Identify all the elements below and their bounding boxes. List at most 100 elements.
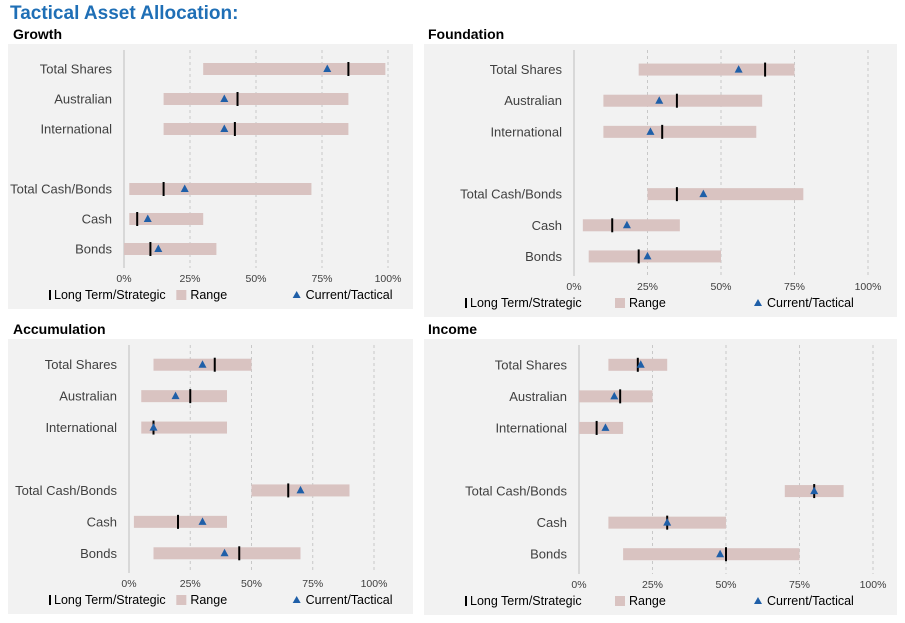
- category-label: Total Cash/Bonds: [460, 187, 562, 202]
- range-bar: [647, 188, 804, 201]
- chart-title-growth: Growth: [13, 26, 62, 42]
- x-tick-label: 75%: [784, 281, 805, 293]
- chart-growth: Total Shares Australian International Total…: [10, 50, 402, 302]
- range-bar: [582, 219, 680, 232]
- range-bar: [638, 63, 795, 76]
- tactical-marker: [171, 391, 180, 400]
- chart-income: Total Shares Australian International Total…: [465, 345, 887, 608]
- category-label: Bonds: [525, 249, 562, 264]
- legend-range-label: Range: [629, 296, 666, 310]
- category-label: Australian: [504, 93, 562, 108]
- tactical-marker: [220, 94, 229, 102]
- category-label: Total Shares: [40, 62, 113, 77]
- range-bar: [124, 243, 217, 255]
- tactical-marker: [154, 244, 163, 252]
- legend-tactical-swatch: [292, 596, 301, 603]
- tactical-marker: [149, 423, 158, 431]
- category-label: Australian: [509, 389, 567, 404]
- x-tick-label: 50%: [710, 281, 731, 293]
- category-label: Total Cash/Bonds: [15, 483, 117, 498]
- range-bar: [603, 94, 763, 107]
- legend-strategic-label: Long Term/Strategic: [54, 593, 166, 607]
- x-tick-label: 75%: [302, 578, 323, 590]
- category-label: Total Shares: [490, 62, 563, 77]
- x-tick-label: 75%: [311, 273, 332, 285]
- tactical-marker: [699, 189, 708, 198]
- x-tick-label: 100%: [375, 273, 402, 285]
- category-label: Cash: [82, 212, 112, 227]
- category-label: International: [45, 420, 117, 435]
- legend-strategic-label: Long Term/Strategic: [54, 288, 166, 302]
- range-bar: [203, 63, 386, 75]
- chart-panel-accumulation: Total Shares Australian International Total…: [8, 339, 413, 614]
- legend-tactical-swatch: [292, 291, 301, 298]
- tactical-marker: [655, 96, 664, 104]
- x-tick-label: 25%: [642, 579, 663, 591]
- range-bar: [163, 123, 349, 135]
- x-tick-label: 50%: [715, 579, 736, 591]
- tactical-marker: [323, 64, 332, 72]
- chart-panel-income: Total Shares Australian International Total…: [424, 339, 897, 615]
- category-label: Australian: [59, 389, 117, 404]
- page-title: Tactical Asset Allocation:: [10, 3, 239, 24]
- legend-range-swatch: [176, 290, 187, 300]
- chart-accumulation: Total Shares Australian International Total…: [15, 345, 393, 607]
- tactical-marker: [663, 518, 672, 526]
- legend-range-label: Range: [629, 594, 666, 608]
- tactical-marker: [296, 485, 305, 494]
- tactical-marker: [810, 486, 819, 495]
- x-tick-label: 100%: [855, 281, 882, 293]
- chart-foundation: Total Shares Australian International Total…: [460, 50, 882, 310]
- tactical-marker: [646, 127, 655, 135]
- category-label: International: [40, 122, 112, 137]
- category-label: Total Shares: [45, 357, 118, 372]
- x-tick-label: 0%: [566, 281, 581, 293]
- category-label: Cash: [87, 514, 117, 529]
- category-label: Bonds: [75, 242, 112, 257]
- range-bar: [623, 548, 800, 561]
- tactical-marker: [734, 65, 743, 73]
- tactical-marker: [180, 184, 189, 192]
- legend-range-swatch: [176, 595, 187, 605]
- category-label: Bonds: [80, 546, 117, 561]
- tactical-marker: [198, 517, 207, 525]
- range-bar: [129, 183, 312, 195]
- range-bar: [141, 421, 227, 434]
- legend-tactical-label: Current/Tactical: [306, 593, 393, 607]
- x-tick-label: 100%: [361, 578, 388, 590]
- legend-tactical-label: Current/Tactical: [767, 594, 854, 608]
- x-tick-label: 50%: [245, 273, 266, 285]
- category-label: Australian: [54, 92, 112, 107]
- legend-range-label: Range: [190, 593, 227, 607]
- category-label: International: [495, 420, 567, 435]
- legend-tactical-swatch: [754, 299, 762, 306]
- x-tick-label: 100%: [860, 579, 887, 591]
- tactical-marker: [220, 548, 229, 557]
- category-label: Cash: [537, 515, 567, 530]
- range-bar: [579, 421, 624, 434]
- chart-title-accumulation: Accumulation: [13, 321, 106, 337]
- tactical-marker: [636, 360, 645, 368]
- x-tick-label: 0%: [571, 579, 586, 591]
- chart-title-foundation: Foundation: [428, 26, 505, 42]
- x-tick-label: 25%: [180, 578, 201, 590]
- chart-title-income: Income: [428, 321, 478, 337]
- range-bar: [163, 93, 349, 105]
- category-label: Total Shares: [495, 357, 568, 372]
- range-bar: [588, 250, 721, 263]
- x-tick-label: 0%: [116, 273, 131, 285]
- tactical-marker: [220, 124, 229, 132]
- range-bar: [141, 390, 227, 403]
- category-label: Cash: [532, 218, 562, 233]
- category-label: Total Cash/Bonds: [10, 182, 112, 197]
- tactical-marker: [643, 251, 652, 260]
- legend-tactical-label: Current/Tactical: [306, 288, 393, 302]
- category-label: International: [490, 124, 562, 139]
- chart-panel-growth: Total Shares Australian International Total…: [8, 44, 413, 309]
- range-bar: [129, 213, 204, 225]
- range-bar: [603, 125, 757, 138]
- tactical-marker: [610, 391, 619, 400]
- legend-range-label: Range: [190, 288, 227, 302]
- chart-panel-foundation: Total Shares Australian International Total…: [424, 44, 897, 317]
- legend-strategic-label: Long Term/Strategic: [470, 594, 582, 608]
